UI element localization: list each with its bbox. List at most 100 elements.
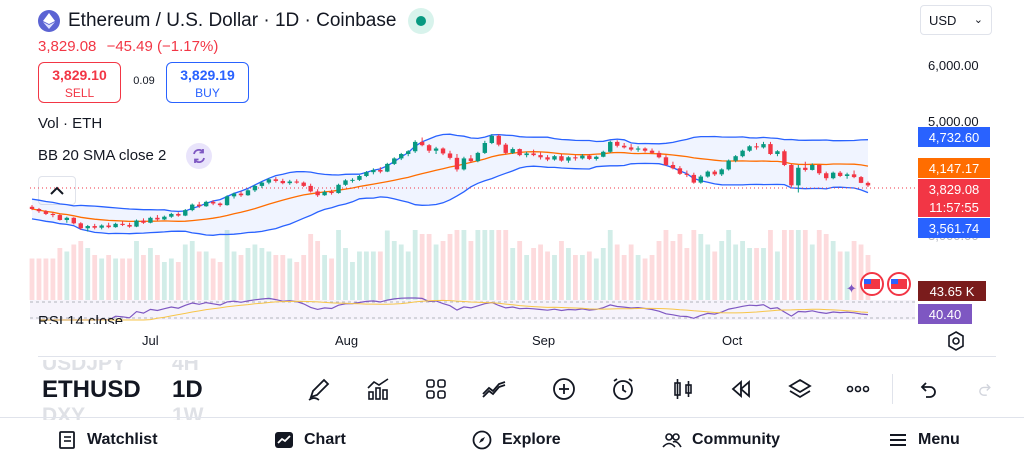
more-icon[interactable] (843, 374, 873, 404)
price-level-6000: 6,000.00 (928, 58, 979, 73)
layers-icon[interactable] (785, 374, 815, 404)
volume-bar (858, 244, 864, 300)
candle-body (858, 177, 864, 183)
news-flags[interactable]: ✦ (846, 272, 911, 296)
next-timeframe[interactable]: 1W (172, 404, 204, 427)
bb-fill-line (32, 134, 868, 236)
volume-bar (823, 234, 829, 300)
volume-bar (461, 230, 467, 300)
nav-menu[interactable]: Menu (888, 418, 960, 461)
candle-body (796, 167, 801, 186)
brush-icon[interactable] (304, 374, 334, 404)
candle-body (57, 215, 63, 220)
candle-body (433, 148, 439, 151)
symbol-title: Ethereum / U.S. Dollar · 1D · Coinbase (68, 10, 397, 31)
bottom-nav: Watchlist Chart Explore Community Menu (0, 417, 1024, 461)
currency-select[interactable]: USD ⌄ (920, 5, 992, 35)
current-symbol[interactable]: ETHUSD (42, 376, 141, 403)
compare-icon[interactable] (479, 374, 509, 404)
candle-body (78, 223, 83, 229)
volume-bar (426, 234, 432, 300)
candle-body (280, 180, 285, 184)
volume-bar (621, 255, 627, 300)
volume-bar (656, 241, 662, 300)
candle-body (789, 165, 794, 186)
candle-body (733, 156, 738, 161)
volume-bar (844, 251, 850, 300)
volume-bar (747, 248, 752, 300)
volume-legend[interactable]: Vol · ETH (38, 115, 103, 132)
candle-body (824, 173, 829, 179)
chart-type-icon[interactable] (668, 374, 698, 404)
replay-icon[interactable] (726, 374, 756, 404)
volume-bar (510, 248, 516, 300)
prev-symbol[interactable]: USDJPY (42, 352, 127, 375)
volume-bar (161, 262, 167, 300)
volume-bar (336, 230, 341, 300)
current-timeframe[interactable]: 1D (172, 376, 203, 403)
bb-lower-tag: 3,561.74 (918, 218, 990, 238)
nav-explore[interactable]: Explore (472, 418, 561, 461)
candle-body (663, 157, 669, 165)
add-icon[interactable] (549, 374, 579, 404)
undo-icon[interactable] (912, 374, 942, 404)
collapse-legend-button[interactable] (38, 176, 76, 205)
candle-body (440, 148, 446, 154)
bollinger-legend[interactable]: BB 20 SMA close 2 (38, 147, 167, 164)
volume-tag: 43.65 K (918, 281, 986, 301)
volume-bar (677, 234, 683, 300)
candle-body (343, 180, 348, 185)
candle-body (371, 169, 376, 173)
redo-icon[interactable] (976, 374, 996, 404)
candle-body (266, 179, 272, 183)
candle-body (273, 179, 279, 181)
compass-icon (472, 430, 492, 450)
symbol-header[interactable]: Ethereum / U.S. Dollar · 1D · Coinbase (38, 8, 435, 34)
candle-body (64, 217, 70, 220)
buy-price: 3,829.19 (180, 67, 235, 83)
buy-button[interactable]: 3,829.19 BUY (166, 62, 249, 103)
volume-bar (78, 241, 84, 300)
candle-body (392, 158, 397, 164)
refresh-icon[interactable] (186, 143, 212, 169)
candle-body (726, 160, 731, 170)
volume-bar (280, 255, 286, 300)
candle-body (754, 146, 759, 148)
candle-body (851, 174, 857, 178)
candle-body (162, 216, 167, 220)
candle-body (85, 226, 90, 229)
nav-watchlist[interactable]: Watchlist (57, 418, 158, 461)
rsi-legend[interactable]: RSI 14 close (38, 313, 124, 330)
volume-bar (573, 255, 578, 300)
indicators-icon[interactable] (363, 374, 393, 404)
nav-community[interactable]: Community (662, 418, 780, 461)
rsi-line (39, 297, 869, 321)
next-symbol[interactable]: DXY (42, 404, 86, 427)
candle-body (628, 147, 634, 150)
candle-body (141, 220, 146, 223)
volume-bar (642, 258, 648, 300)
volume-bar (238, 255, 244, 300)
candle-body (817, 165, 822, 174)
candle-body (594, 156, 599, 159)
volume-bar (705, 244, 711, 300)
countdown-tag: 11:57:55 (918, 197, 990, 217)
nav-chart[interactable]: Chart (274, 418, 346, 461)
candle-body (461, 158, 467, 170)
volume-bar (182, 244, 188, 300)
volume-bar (322, 255, 327, 300)
candle-body (705, 171, 710, 177)
volume-bar (691, 230, 697, 300)
candle-body (531, 153, 536, 156)
volume-bar (726, 230, 732, 300)
spread-value: 0.09 (133, 75, 155, 87)
prev-timeframe[interactable]: 4H (172, 352, 199, 375)
candle-body (259, 182, 265, 186)
candle-body (503, 144, 508, 153)
sell-button[interactable]: 3,829.10 SELL (38, 62, 121, 103)
alert-icon[interactable] (608, 374, 638, 404)
templates-icon[interactable] (421, 374, 451, 404)
volume-bar (168, 258, 174, 300)
chart-settings-icon[interactable] (946, 331, 966, 351)
